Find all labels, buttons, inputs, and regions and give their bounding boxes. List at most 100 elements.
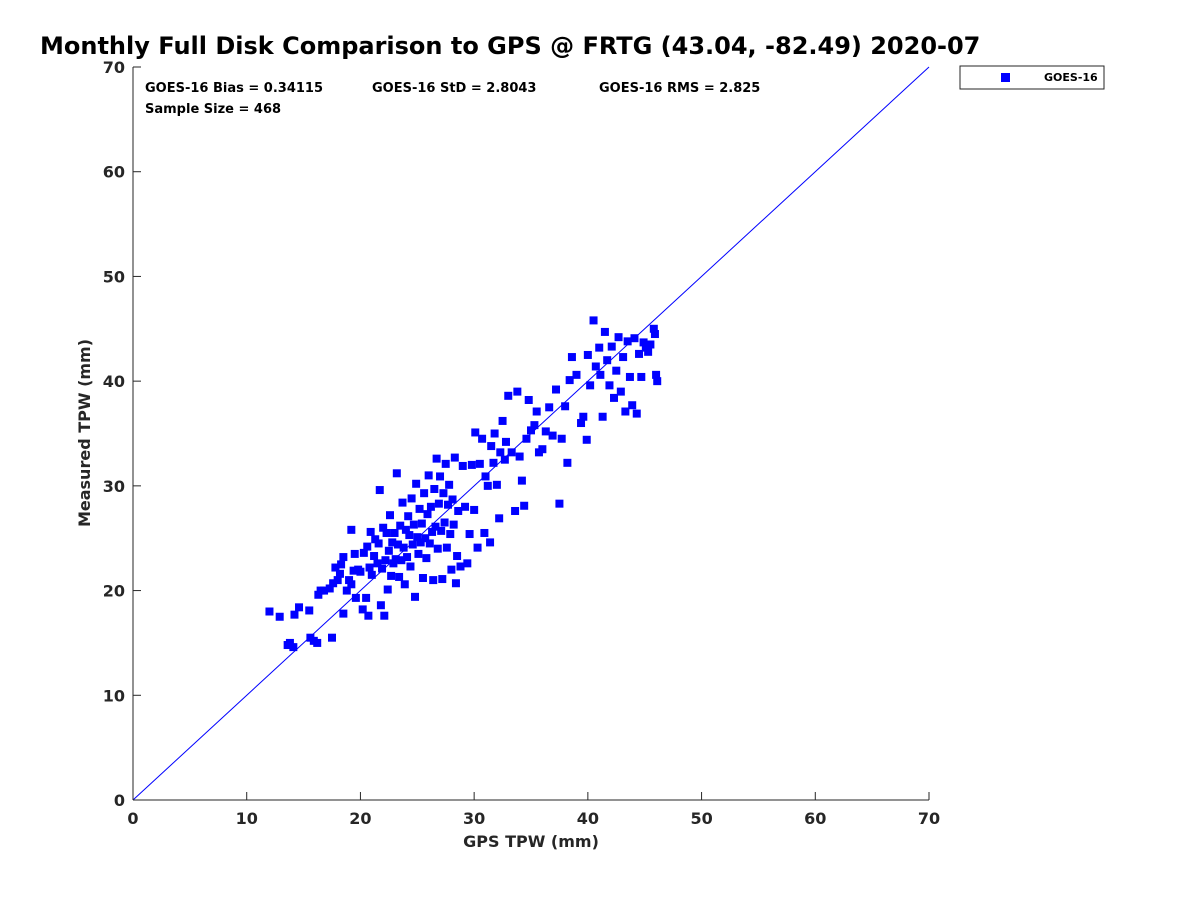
data-point <box>517 476 526 485</box>
data-point <box>595 343 604 352</box>
data-point <box>396 521 405 530</box>
data-point <box>616 387 625 396</box>
data-point <box>596 370 605 379</box>
data-point <box>450 453 459 462</box>
data-point <box>561 402 570 411</box>
data-point <box>320 586 329 595</box>
data-point <box>639 338 648 347</box>
data-point <box>420 489 429 498</box>
data-point <box>401 525 410 534</box>
y-tick-label: 70 <box>103 58 125 77</box>
x-tick-label: 20 <box>349 809 371 828</box>
data-point <box>387 571 396 580</box>
data-point <box>325 584 334 593</box>
data-point <box>637 372 646 381</box>
data-point <box>395 572 404 581</box>
data-point <box>295 603 304 612</box>
data-point <box>486 538 495 547</box>
data-point <box>442 543 451 552</box>
y-tick-label: 10 <box>103 686 125 705</box>
data-point <box>351 593 360 602</box>
data-point <box>541 427 550 436</box>
stats-annotation: GOES-16 Bias = 0.34115 GOES-16 StD = 2.8… <box>145 81 760 117</box>
data-point <box>653 377 662 386</box>
data-point <box>454 506 463 515</box>
data-point <box>480 528 489 537</box>
data-point <box>337 560 346 569</box>
y-tick-label: 20 <box>103 582 125 601</box>
data-point <box>416 538 425 547</box>
data-point <box>635 349 644 358</box>
data-point <box>384 546 393 555</box>
data-point <box>345 576 354 585</box>
data-point <box>589 316 598 325</box>
x-tick-label: 10 <box>236 809 258 828</box>
data-point <box>333 576 342 585</box>
data-point <box>328 633 336 642</box>
data-point <box>412 479 421 488</box>
data-point <box>451 579 460 588</box>
y-tick-label: 60 <box>103 163 125 182</box>
data-point <box>612 366 621 375</box>
data-point <box>522 434 531 443</box>
data-point <box>614 333 623 342</box>
data-point <box>644 347 653 356</box>
data-point <box>313 638 322 647</box>
data-point <box>483 481 492 490</box>
x-tick-label: 70 <box>918 809 940 828</box>
data-point <box>400 580 409 589</box>
data-point <box>397 556 406 565</box>
data-point <box>572 370 581 379</box>
data-point <box>439 489 448 498</box>
data-point <box>621 407 630 416</box>
legend-label: GOES-16 <box>1044 71 1098 84</box>
rms-stat: GOES-16 RMS = 2.825 <box>599 81 760 96</box>
data-point <box>501 437 510 446</box>
data-point <box>349 566 358 575</box>
data-point <box>363 542 372 551</box>
data-point <box>339 609 348 618</box>
data-point <box>403 553 412 562</box>
data-point <box>465 530 474 539</box>
data-point <box>399 543 408 552</box>
data-point <box>339 553 348 562</box>
data-point <box>331 563 340 572</box>
bias-stat: GOES-16 Bias = 0.34115 <box>145 81 323 96</box>
data-point <box>461 502 470 511</box>
data-point <box>552 385 561 394</box>
y-axis: 0 10 20 30 40 50 60 70 <box>103 58 141 810</box>
data-point <box>489 458 498 467</box>
data-point <box>424 471 433 480</box>
data-point <box>425 539 434 548</box>
data-point <box>487 442 496 451</box>
data-point <box>367 570 376 579</box>
data-point <box>632 409 641 418</box>
data-point <box>557 434 566 443</box>
y-tick-label: 0 <box>114 791 125 810</box>
data-point <box>650 330 659 339</box>
data-point <box>437 526 446 535</box>
data-point <box>579 412 588 421</box>
data-point <box>415 504 424 513</box>
x-tick-label: 40 <box>577 809 599 828</box>
data-point <box>458 461 467 470</box>
data-point <box>433 544 442 553</box>
data-point <box>583 350 592 359</box>
data-point <box>591 362 600 371</box>
data-point <box>388 538 397 547</box>
data-point <box>577 419 586 428</box>
data-point <box>314 590 323 599</box>
data-point <box>290 610 299 619</box>
sample-size-stat: Sample Size = 468 <box>145 102 281 117</box>
data-point <box>359 548 368 557</box>
data-point <box>623 337 632 346</box>
data-point <box>470 505 479 514</box>
data-point <box>496 448 505 457</box>
data-point <box>265 607 274 616</box>
data-point <box>446 530 455 539</box>
data-point <box>453 552 462 561</box>
data-point <box>418 574 427 583</box>
data-point <box>652 370 661 379</box>
data-point <box>555 499 564 508</box>
data-point <box>365 563 374 572</box>
